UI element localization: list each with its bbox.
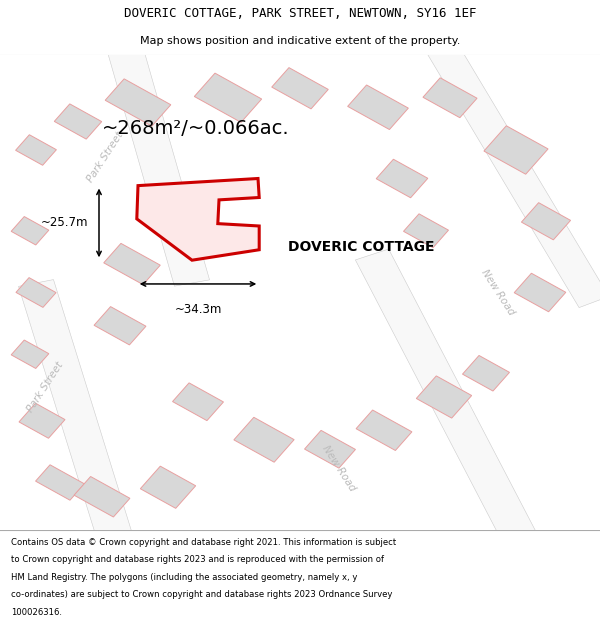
- Polygon shape: [376, 159, 428, 198]
- Text: Park Street: Park Street: [25, 361, 65, 414]
- Polygon shape: [35, 465, 85, 500]
- Polygon shape: [484, 126, 548, 174]
- Polygon shape: [305, 431, 355, 468]
- Polygon shape: [347, 85, 409, 129]
- Polygon shape: [356, 410, 412, 451]
- Polygon shape: [103, 28, 209, 286]
- Polygon shape: [272, 68, 328, 109]
- Polygon shape: [137, 179, 259, 260]
- Text: 100026316.: 100026316.: [11, 608, 62, 617]
- Text: ~268m²/~0.066ac.: ~268m²/~0.066ac.: [102, 119, 290, 138]
- Polygon shape: [355, 249, 545, 559]
- Polygon shape: [105, 79, 171, 126]
- Text: Contains OS data © Crown copyright and database right 2021. This information is : Contains OS data © Crown copyright and d…: [11, 538, 396, 547]
- Text: co-ordinates) are subject to Crown copyright and database rights 2023 Ordnance S: co-ordinates) are subject to Crown copyr…: [11, 591, 392, 599]
- Polygon shape: [74, 476, 130, 517]
- Polygon shape: [463, 356, 509, 391]
- Polygon shape: [140, 466, 196, 508]
- Polygon shape: [104, 243, 160, 284]
- Polygon shape: [16, 278, 56, 308]
- Polygon shape: [19, 279, 137, 557]
- Polygon shape: [234, 418, 294, 462]
- Polygon shape: [417, 26, 600, 308]
- Text: DOVERIC COTTAGE: DOVERIC COTTAGE: [288, 241, 434, 254]
- Text: Park Street: Park Street: [85, 130, 125, 184]
- Polygon shape: [194, 73, 262, 122]
- Text: New Road: New Road: [479, 268, 517, 318]
- Polygon shape: [19, 403, 65, 438]
- Polygon shape: [11, 340, 49, 369]
- Polygon shape: [16, 135, 56, 165]
- Polygon shape: [94, 307, 146, 345]
- Text: Map shows position and indicative extent of the property.: Map shows position and indicative extent…: [140, 36, 460, 46]
- Polygon shape: [521, 202, 571, 240]
- Polygon shape: [54, 104, 102, 139]
- Polygon shape: [173, 383, 223, 421]
- Polygon shape: [423, 78, 477, 118]
- Polygon shape: [514, 273, 566, 312]
- Polygon shape: [404, 214, 448, 248]
- Text: HM Land Registry. The polygons (including the associated geometry, namely x, y: HM Land Registry. The polygons (includin…: [11, 572, 357, 582]
- Polygon shape: [416, 376, 472, 418]
- Text: New Road: New Road: [320, 444, 358, 493]
- Text: DOVERIC COTTAGE, PARK STREET, NEWTOWN, SY16 1EF: DOVERIC COTTAGE, PARK STREET, NEWTOWN, S…: [124, 8, 476, 20]
- Text: ~34.3m: ~34.3m: [175, 303, 221, 316]
- Polygon shape: [11, 216, 49, 245]
- Text: to Crown copyright and database rights 2023 and is reproduced with the permissio: to Crown copyright and database rights 2…: [11, 555, 384, 564]
- Text: ~25.7m: ~25.7m: [41, 216, 88, 229]
